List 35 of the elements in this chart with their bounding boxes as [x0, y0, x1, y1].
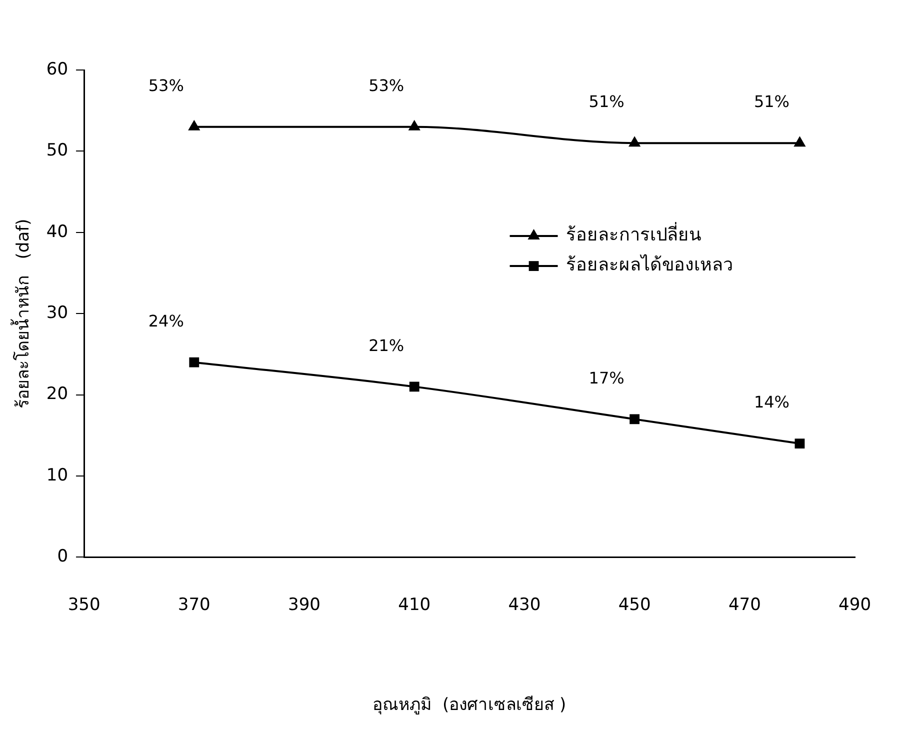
point: [630, 414, 640, 424]
y-tick-label: 20: [46, 384, 68, 404]
data-label: 14%: [754, 392, 790, 412]
legend-label: ร้อยละการเปลี่ยน: [566, 222, 701, 246]
point: [794, 136, 806, 147]
point: [189, 357, 200, 368]
data-label: 53%: [368, 76, 404, 95]
point: [409, 382, 420, 392]
point: [188, 120, 200, 130]
y-tick-label: 40: [46, 222, 68, 242]
data-label: 51%: [754, 92, 790, 112]
y-tick-label: 50: [46, 140, 68, 161]
x-tick-label: 490: [838, 594, 872, 615]
x-tick-label: 470: [728, 594, 761, 615]
x-tick-label: 410: [398, 594, 431, 615]
y-tick-label: 60: [46, 59, 68, 80]
point: [408, 120, 420, 130]
data-label: 24%: [148, 311, 184, 330]
x-tick-label: 350: [68, 594, 100, 615]
y-axis-title: ร้อยละโดยน้ำหนัก (daf): [10, 218, 34, 408]
data-label: 53%: [148, 76, 184, 95]
x-tick-label: 430: [508, 594, 541, 615]
y-tick-label: 0: [57, 546, 68, 567]
y-tick-label: 30: [46, 303, 68, 324]
x-axis-title: อุณหภูมิ (องศาเซลเซียส ): [372, 695, 566, 716]
x-tick-label: 390: [288, 594, 320, 615]
data-label: 51%: [588, 92, 624, 112]
point: [794, 438, 805, 448]
data-label: 21%: [368, 336, 404, 355]
x-tick-label: 450: [618, 594, 651, 615]
data-label: 17%: [588, 368, 624, 388]
y-tick-label: 10: [46, 465, 68, 486]
x-tick-label: 370: [178, 594, 210, 615]
point: [628, 136, 641, 147]
legend-label: ร้อยละผลได้ของเหลว: [566, 254, 733, 276]
